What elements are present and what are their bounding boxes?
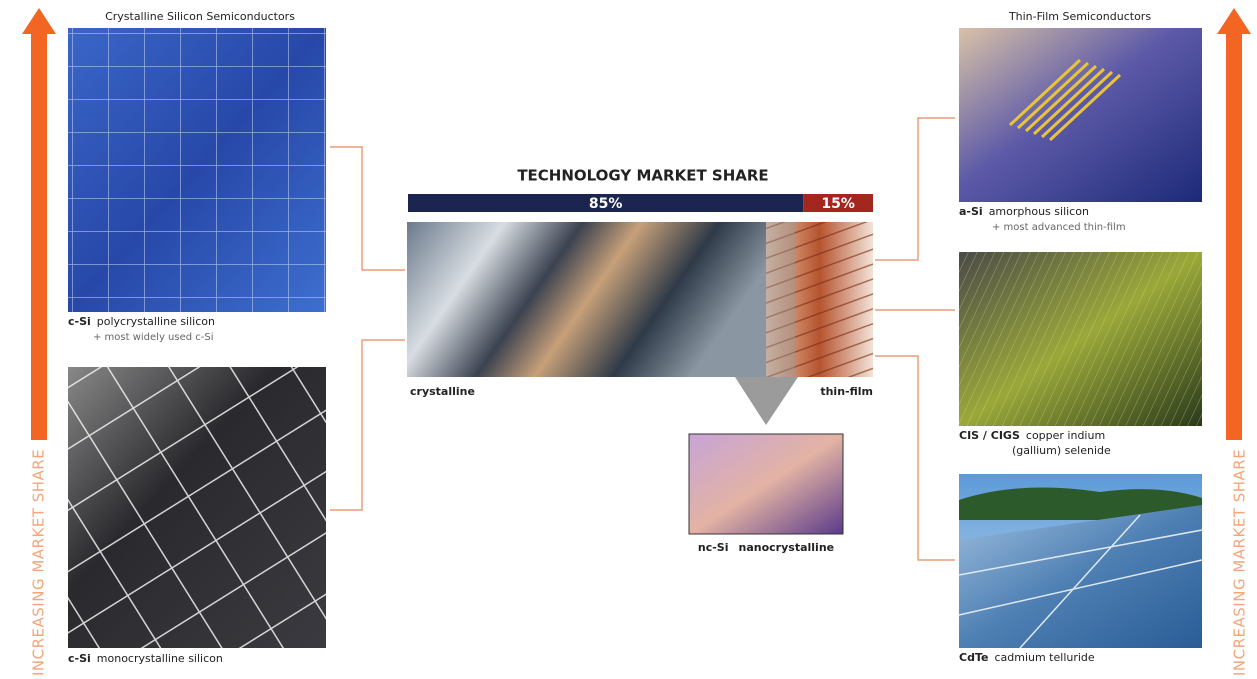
photo-monocrystalline: [68, 367, 326, 648]
caption-note: + most widely used c-Si: [93, 332, 214, 343]
caption: (gallium) selenide: [1012, 444, 1111, 457]
market-share-bar: 85% 15%: [408, 194, 873, 212]
photo-cigs: [959, 252, 1202, 426]
market-title: TECHNOLOGY MARKET SHARE: [517, 167, 768, 185]
connector: [875, 118, 955, 260]
photo-center: [407, 222, 873, 377]
axis-label: INCREASING MARKET SHARE: [1231, 449, 1249, 676]
photo-cdte: [959, 474, 1202, 648]
connector: [875, 356, 955, 560]
segment-caption: crystalline: [410, 385, 475, 398]
photo-polycrystalline: [68, 28, 326, 312]
infographic: INCREASING MARKET SHARE INCREASING MARKE…: [0, 0, 1257, 679]
panel-heading: Thin-Film Semiconductors: [1008, 10, 1151, 23]
panel-heading: Crystalline Silicon Semiconductors: [105, 10, 295, 23]
connector: [330, 340, 405, 510]
caption-note: + most advanced thin-film: [992, 222, 1126, 233]
connector: [330, 147, 405, 270]
up-arrow: [22, 8, 56, 440]
photo-amorphous: [959, 28, 1202, 202]
up-arrow: [1217, 8, 1251, 440]
share-label: 15%: [821, 196, 855, 212]
photo-nanocrystalline: [689, 434, 843, 534]
axis-label: INCREASING MARKET SHARE: [30, 449, 48, 676]
pointer-triangle: [735, 377, 798, 425]
segment-caption: thin-film: [820, 385, 873, 398]
share-label: 85%: [589, 196, 623, 212]
